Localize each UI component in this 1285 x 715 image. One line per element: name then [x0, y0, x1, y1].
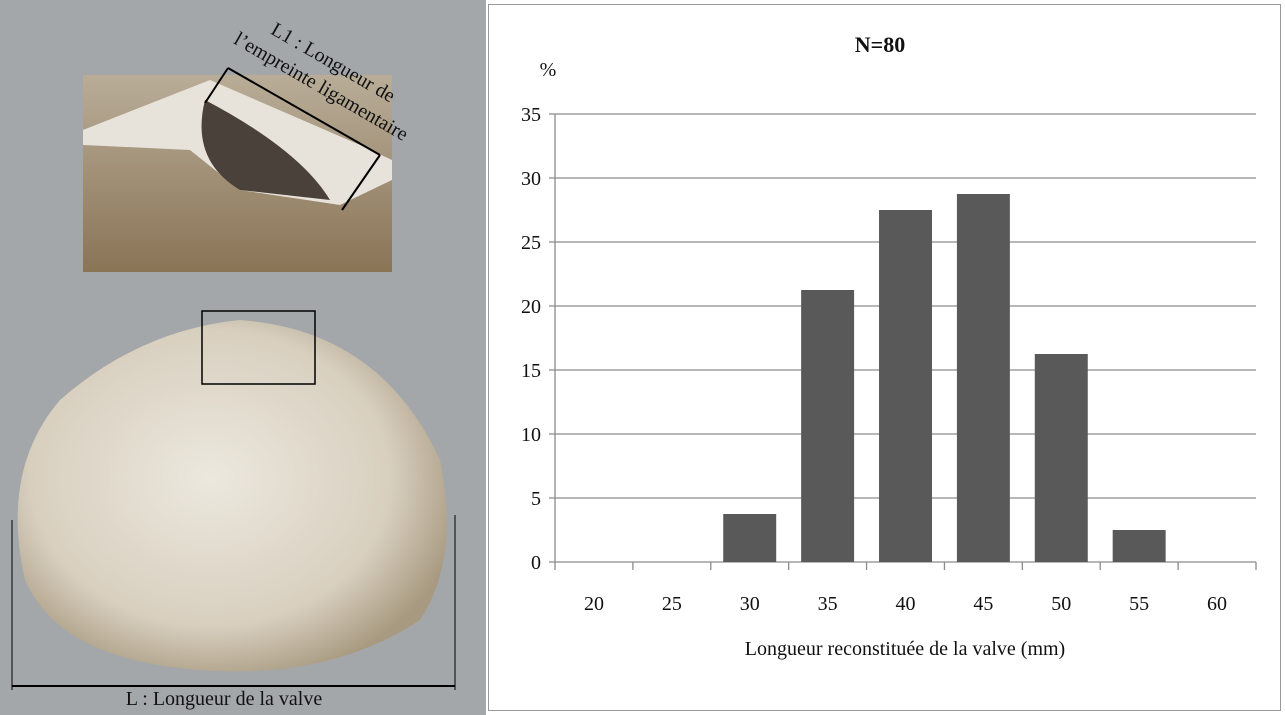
bar: [1112, 530, 1166, 562]
ligament-shape: [201, 100, 330, 200]
y-axis-label: %: [540, 59, 557, 81]
zoom-box: [201, 310, 316, 385]
x-axis-label: Longueur reconstituée de la valve (mm): [745, 638, 1065, 660]
y-tick-label: 10: [521, 424, 541, 446]
shell: [17, 320, 447, 672]
l1-tick: [204, 67, 229, 104]
bar: [801, 290, 855, 562]
chart-title: N=80: [855, 32, 905, 57]
x-tick-label: 40: [896, 593, 916, 615]
annotation: L : Longueur de la valve: [126, 688, 323, 710]
y-tick-label: 25: [521, 232, 541, 254]
x-tick-label: 55: [1129, 593, 1149, 615]
x-tick-label: 50: [1051, 593, 1071, 615]
bar: [956, 194, 1010, 562]
y-tick-label: 35: [521, 104, 541, 126]
x-tick-label: 35: [818, 593, 838, 615]
y-tick-label: 15: [521, 360, 541, 382]
y-tick-label: 20: [521, 296, 541, 318]
x-tick-label: 30: [740, 593, 760, 615]
bar: [879, 210, 932, 562]
bar: [723, 514, 777, 562]
y-tick-label: 5: [531, 488, 541, 510]
y-tick-label: 0: [531, 552, 541, 574]
l1-arrow: [227, 67, 381, 156]
x-tick-label: 60: [1207, 593, 1227, 615]
bar: [1034, 354, 1088, 562]
x-tick-label: 45: [973, 593, 993, 615]
x-tick-label: 20: [584, 593, 604, 615]
y-tick-label: 30: [521, 168, 541, 190]
x-tick-label: 25: [662, 593, 682, 615]
l1-tick: [341, 154, 381, 211]
